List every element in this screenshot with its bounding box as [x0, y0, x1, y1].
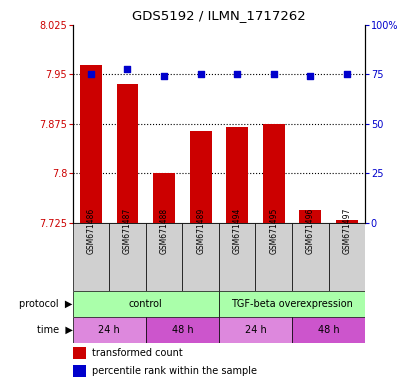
Bar: [226, 127, 248, 223]
Point: [124, 65, 131, 71]
Bar: [182, 223, 219, 291]
Text: control: control: [129, 299, 163, 309]
Text: 24 h: 24 h: [244, 325, 266, 335]
Point: [271, 71, 277, 78]
Bar: [146, 223, 182, 291]
Bar: [329, 223, 365, 291]
Text: GSM671496: GSM671496: [306, 207, 315, 253]
Text: 24 h: 24 h: [98, 325, 120, 335]
Text: percentile rank within the sample: percentile rank within the sample: [92, 366, 256, 376]
Bar: [190, 131, 212, 223]
Text: GSM671487: GSM671487: [123, 207, 132, 253]
Text: time  ▶: time ▶: [37, 325, 73, 335]
Point: [88, 71, 94, 78]
Text: GSM671489: GSM671489: [196, 207, 205, 253]
Text: 48 h: 48 h: [318, 325, 339, 335]
Bar: [73, 223, 109, 291]
Point: [197, 71, 204, 78]
Point: [161, 73, 167, 79]
Bar: [263, 124, 285, 223]
Text: transformed count: transformed count: [92, 348, 182, 358]
Bar: [256, 223, 292, 291]
Bar: [73, 365, 86, 377]
Bar: [153, 174, 175, 223]
Text: protocol  ▶: protocol ▶: [19, 299, 73, 309]
Text: GSM671495: GSM671495: [269, 207, 278, 253]
Text: GSM671486: GSM671486: [86, 207, 95, 253]
Point: [307, 73, 314, 79]
Text: GSM671494: GSM671494: [233, 207, 242, 253]
Bar: [73, 347, 86, 359]
Bar: [80, 65, 102, 223]
Bar: [219, 223, 256, 291]
Bar: [299, 210, 321, 223]
Text: GSM671497: GSM671497: [342, 207, 352, 253]
Text: TGF-beta overexpression: TGF-beta overexpression: [231, 299, 353, 309]
Bar: [146, 317, 219, 343]
Bar: [336, 220, 358, 223]
Text: GSM671488: GSM671488: [159, 207, 168, 253]
Bar: [219, 291, 365, 317]
Title: GDS5192 / ILMN_1717262: GDS5192 / ILMN_1717262: [132, 9, 306, 22]
Text: 48 h: 48 h: [171, 325, 193, 335]
Bar: [219, 317, 292, 343]
Bar: [109, 223, 146, 291]
Bar: [73, 291, 219, 317]
Point: [344, 71, 350, 78]
Bar: [73, 317, 146, 343]
Bar: [117, 84, 139, 223]
Bar: [292, 317, 365, 343]
Bar: [292, 223, 329, 291]
Point: [234, 71, 241, 78]
